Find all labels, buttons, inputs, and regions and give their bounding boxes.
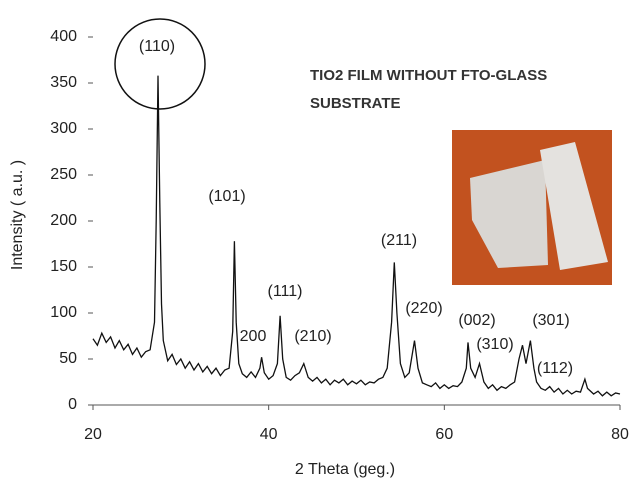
x-tick-label: 80 — [611, 426, 629, 443]
peak-label: (220) — [405, 300, 442, 317]
x-tick-label: 40 — [260, 426, 278, 443]
peak-label: (210) — [294, 328, 331, 345]
peak-label: (110) — [139, 38, 175, 55]
x-axis-label: 2 Theta (geg.) — [295, 461, 395, 478]
highlight-circle — [114, 18, 206, 110]
peak-label: (310) — [476, 336, 513, 353]
xrd-line — [92, 75, 621, 397]
peak-label: 200 — [240, 328, 267, 345]
y-tick-label: 250 — [50, 166, 77, 183]
inset-photo — [452, 130, 612, 285]
peak-label: (111) — [268, 283, 303, 300]
y-tick-label: 50 — [59, 350, 77, 367]
y-tick-label: 100 — [50, 304, 77, 321]
y-tick-label: 300 — [50, 120, 77, 137]
peak-label: (112) — [537, 360, 573, 377]
y-tick-label: 350 — [50, 74, 77, 91]
peak-label: (301) — [532, 312, 569, 329]
y-axis-label: Intensity ( a.u. ) — [9, 160, 26, 270]
x-tick-label: 60 — [435, 426, 453, 443]
y-tick-label: 400 — [50, 28, 77, 45]
peak-label: (101) — [208, 188, 245, 205]
peak-label: (211) — [381, 232, 417, 249]
y-tick-label: 200 — [50, 212, 77, 229]
chart-title: TIO2 FILM WITHOUT FTO-GLASS — [310, 67, 547, 84]
chart-title: SUBSTRATE — [310, 95, 401, 112]
x-tick-label: 20 — [84, 426, 102, 443]
y-tick-label: 150 — [50, 258, 77, 275]
peak-label: (002) — [458, 312, 495, 329]
y-tick-label: 0 — [68, 396, 77, 413]
